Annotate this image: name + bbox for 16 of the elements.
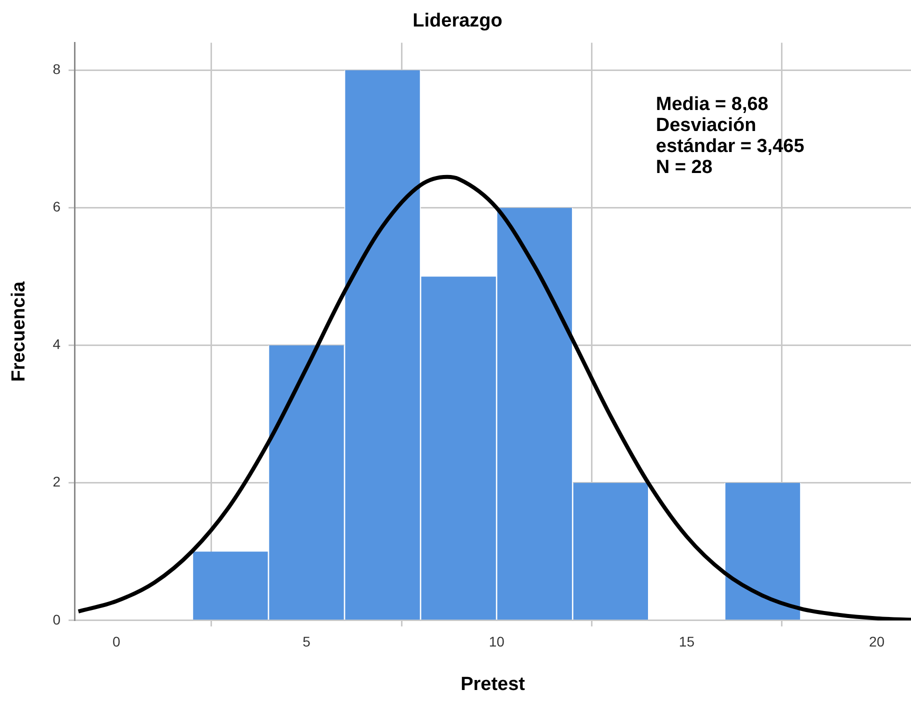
x-tick-label: 10 (488, 634, 505, 650)
y-tick-label: 2 (52, 474, 61, 490)
x-tick-label: 15 (678, 634, 695, 650)
annotation: N = 28 (656, 156, 714, 178)
y-axis-title: Frecuencia (8, 281, 30, 382)
y-tick-label: 6 (52, 198, 61, 215)
y-tick-label: 4 (52, 336, 61, 352)
x-tick-label: 0 (112, 634, 121, 650)
x-axis-title: Pretest (460, 674, 526, 695)
y-tick-label: 0 (52, 611, 61, 628)
y-tick-label: 8 (52, 61, 61, 78)
x-tick-label: 20 (868, 634, 885, 650)
annotation: Media = 8,68 (656, 94, 770, 115)
chart-title: Liderazgo (412, 10, 502, 32)
annotation: Desviación estándar = 3,465 (656, 114, 806, 157)
x-tick-label: 5 (302, 634, 311, 650)
